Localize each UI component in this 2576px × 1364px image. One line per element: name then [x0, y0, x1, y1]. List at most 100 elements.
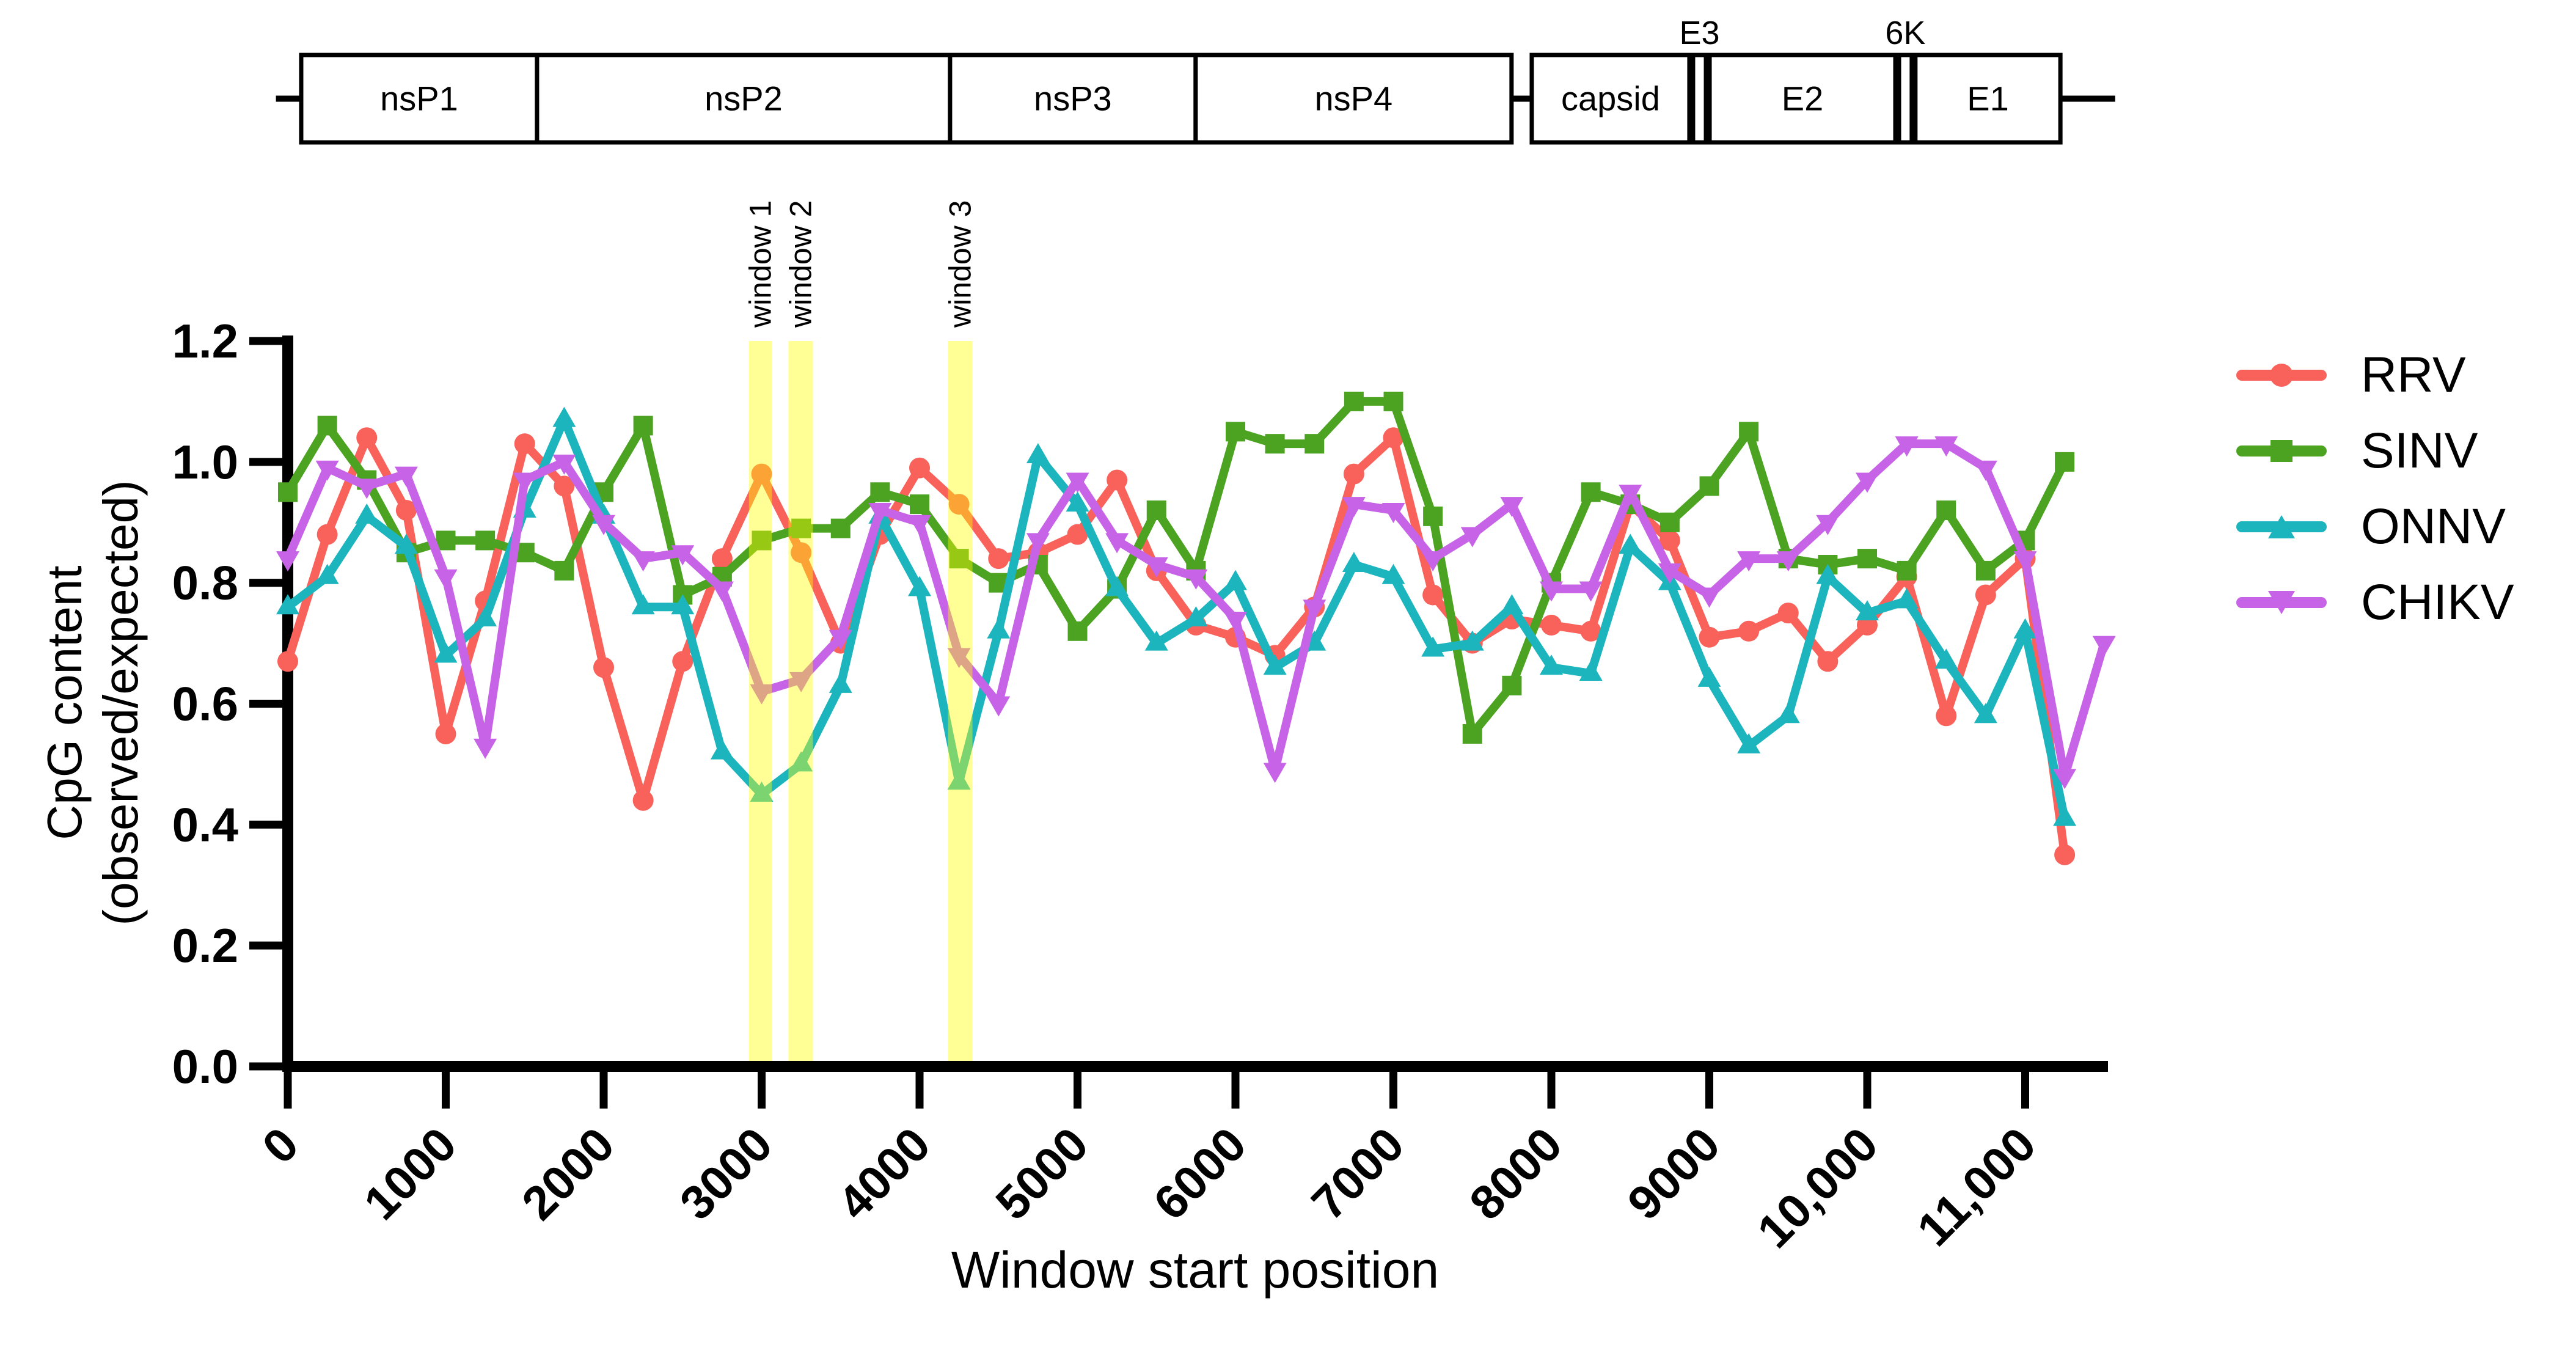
data-point-marker [909, 457, 930, 479]
data-point-marker [710, 581, 734, 602]
legend-item-onnv: ONNV [2236, 489, 2514, 565]
data-point-marker [434, 642, 458, 663]
x-axis-tick [1547, 1072, 1556, 1109]
x-axis-tick [1389, 1072, 1397, 1109]
data-point-marker [1699, 476, 1719, 496]
rrv-line-marker-icon [2236, 362, 2327, 389]
data-point-marker [868, 502, 892, 523]
legend-label-onnv: ONNV [2361, 499, 2506, 554]
data-point-marker [2055, 452, 2075, 472]
genome-segment-nsP2 [535, 53, 953, 145]
data-point-marker [1739, 422, 1759, 442]
data-point-marker [2053, 805, 2077, 826]
highlight-window [948, 341, 973, 1061]
data-point-marker [436, 530, 456, 551]
data-point-marker [672, 651, 693, 672]
y-axis-tick [249, 700, 282, 708]
data-point-marker [1500, 497, 1524, 518]
data-point-marker [2013, 618, 2037, 639]
y-axis-tick [249, 458, 282, 466]
data-point-marker [1502, 675, 1522, 695]
genome-segment-capsid [1529, 53, 1692, 145]
x-axis-tick [1231, 1072, 1240, 1109]
data-point-marker [711, 548, 733, 570]
data-point-marker [1146, 500, 1166, 520]
x-axis-tick [284, 1072, 292, 1109]
data-point-marker [1265, 434, 1285, 454]
y-tick-label: 1.0 [172, 435, 238, 489]
genome-segment-nsP3 [948, 53, 1198, 145]
data-point-marker [910, 494, 929, 515]
genome-segment-nsP1 [299, 53, 540, 145]
data-point-marker [1224, 570, 1247, 590]
y-axis-tick [249, 941, 282, 950]
data-point-marker [317, 416, 337, 436]
data-point-marker [1540, 654, 1563, 675]
highlight-window [748, 341, 772, 1061]
data-point-marker [830, 518, 851, 538]
y-axis-tick [249, 337, 282, 345]
genome-segment-label: E2 [1782, 79, 1824, 118]
series-line [284, 397, 2069, 738]
data-point-marker [2053, 769, 2077, 790]
data-point-marker [710, 739, 734, 760]
data-point-marker [552, 406, 576, 427]
data-point-marker [276, 594, 299, 615]
data-point-marker [1816, 515, 1840, 535]
y-axis-title-line1: CpG content [37, 565, 92, 840]
data-point-marker [1936, 500, 1956, 520]
data-point-marker [514, 433, 535, 455]
data-point-marker [1737, 733, 1761, 754]
data-point-marker [1934, 648, 1958, 669]
data-point-marker [1026, 533, 1050, 554]
x-tick-label: 1000 [354, 1117, 467, 1230]
data-point-marker [592, 515, 615, 535]
data-point-marker [1224, 612, 1247, 632]
data-point-marker [1383, 391, 1403, 411]
series-line [284, 415, 2069, 823]
genome-segment-label: capsid [1561, 79, 1660, 118]
data-point-marker [1697, 587, 1721, 608]
data-point-marker [1934, 436, 1958, 457]
x-axis-spine [282, 1061, 2108, 1072]
genome-segment-label: nsP4 [1315, 79, 1393, 118]
data-point-marker [315, 563, 339, 584]
data-point-marker [554, 475, 575, 497]
data-point-marker [948, 494, 970, 515]
data-point-marker [632, 790, 654, 811]
data-point-marker [947, 648, 971, 669]
data-point-marker [1579, 661, 1603, 681]
data-point-marker [1659, 512, 1680, 532]
data-point-marker [1975, 584, 1996, 606]
data-point-marker [1421, 551, 1445, 572]
data-point-marker [1144, 630, 1168, 651]
data-point-marker [1462, 724, 1482, 744]
x-tick-label: 2000 [511, 1117, 624, 1230]
data-point-marker [1776, 703, 1800, 724]
legend-item-sinv: SINV [2236, 413, 2514, 489]
legend-label-chikv: CHIKV [2361, 574, 2514, 630]
y-axis-title-line2: (observed/expected) [93, 480, 148, 926]
x-tick-label: 7000 [1301, 1117, 1414, 1230]
data-point-marker [789, 672, 813, 692]
data-point-marker [870, 482, 890, 502]
data-point-marker [1342, 551, 1366, 572]
data-point-marker [1144, 557, 1168, 578]
data-point-marker [1817, 651, 1839, 672]
data-point-marker [908, 515, 931, 535]
data-point-marker [593, 657, 614, 678]
x-tick-label: 9000 [1617, 1117, 1730, 1230]
data-point-marker [554, 560, 574, 581]
series-ONNV [276, 406, 2077, 826]
data-point-marker [394, 466, 418, 487]
data-point-marker [1816, 563, 1840, 584]
genome-segment-label: nsP1 [380, 79, 458, 118]
data-point-marker [355, 479, 379, 499]
data-point-marker [1580, 620, 1601, 642]
data-point-marker [1658, 563, 1681, 584]
data-point-marker [1381, 563, 1405, 584]
data-point-marker [1581, 482, 1601, 502]
sinv-line-marker-icon [2236, 438, 2327, 464]
data-point-marker [671, 545, 695, 566]
